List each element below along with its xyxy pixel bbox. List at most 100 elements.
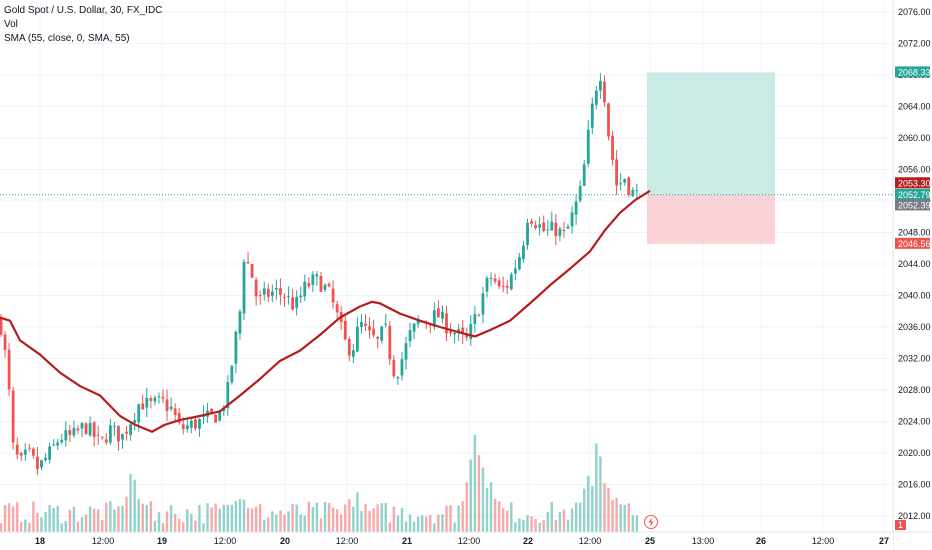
candle-body: [631, 189, 635, 196]
candle-body: [578, 186, 582, 201]
volume-bar: [437, 514, 440, 532]
price-tag-label: 2052.79: [898, 190, 931, 200]
price-tick-label: 2020.00: [898, 448, 931, 458]
volume-bar: [319, 518, 323, 532]
volume-bar: [218, 508, 221, 532]
candle-body: [11, 390, 15, 443]
volume-bar: [226, 504, 229, 532]
time-tick-label: 13:00: [692, 536, 715, 546]
candle-body: [445, 313, 448, 334]
volume-bar: [133, 479, 136, 532]
candle-body: [582, 164, 586, 186]
sma-legend[interactable]: SMA (55, close, 0, SMA, 55): [4, 33, 130, 44]
volume-legend[interactable]: Vol: [4, 19, 18, 30]
volume-bar: [275, 514, 278, 532]
volume-bar: [335, 509, 339, 532]
volume-bar: [493, 498, 497, 532]
time-axis[interactable]: [0, 532, 893, 550]
price-tick-label: 2032.00: [898, 354, 931, 364]
volume-bar: [578, 502, 582, 532]
time-tick-label: 26: [756, 536, 766, 546]
volume-bar: [137, 499, 140, 532]
volume-bar: [80, 517, 84, 532]
candle-body: [554, 222, 558, 237]
volume-bar: [24, 519, 27, 532]
candle-body: [194, 419, 197, 429]
volume-bar: [485, 488, 489, 532]
candle-body: [473, 314, 477, 325]
candle-body: [32, 448, 35, 456]
volume-bar: [48, 504, 51, 532]
candle-body: [133, 420, 137, 424]
candle-body: [457, 329, 461, 333]
candle-body: [453, 332, 456, 335]
volume-bar: [234, 500, 238, 532]
candle-body: [108, 425, 112, 443]
volume-bar: [64, 521, 67, 532]
candle-body: [266, 288, 270, 297]
candle-body: [137, 404, 141, 423]
volume-bar: [453, 522, 456, 532]
candle-body: [56, 442, 60, 446]
candle-body: [437, 308, 440, 318]
candle-body: [307, 283, 311, 287]
volume-bar: [611, 500, 614, 532]
volume-bar: [408, 514, 412, 532]
candle-body: [80, 423, 84, 429]
time-tick-label: 12:00: [336, 536, 359, 546]
candle-body: [125, 431, 128, 434]
volume-bar: [52, 507, 55, 532]
volume-bar: [88, 506, 92, 532]
volume-bar: [125, 496, 128, 532]
candle-body: [157, 396, 161, 398]
volume-bar: [425, 516, 428, 532]
candle-body: [469, 323, 473, 340]
volume-bar: [546, 512, 549, 532]
candle-body: [238, 311, 242, 334]
symbol-title[interactable]: Gold Spot / U.S. Dollar, 30, FX_IDC: [4, 5, 163, 16]
candle-body: [181, 424, 185, 430]
price-tick-label: 2012.00: [898, 511, 931, 521]
price-axis[interactable]: [893, 0, 932, 550]
candle-body: [161, 396, 165, 399]
candle-body: [594, 90, 598, 105]
candle-body: [60, 440, 64, 443]
volume-bar: [92, 508, 96, 532]
candle-body: [477, 315, 481, 317]
volume-bar: [526, 515, 529, 532]
volume-bar: [574, 502, 578, 532]
volume-bar: [550, 501, 553, 532]
candle-body: [84, 423, 88, 434]
volume-bar: [60, 523, 63, 532]
candle-body: [299, 295, 303, 298]
volume-badge: [895, 520, 906, 530]
volume-bar: [182, 522, 185, 532]
price-tick-label: 2064.00: [898, 102, 931, 112]
candle-body: [611, 135, 614, 160]
volume-bar: [627, 503, 630, 532]
profit-zone[interactable]: [647, 72, 775, 195]
candle-body: [254, 279, 258, 297]
volume-bar: [97, 509, 100, 532]
candle-body: [489, 278, 493, 280]
volume-bar: [396, 515, 400, 532]
candle-body: [331, 288, 335, 303]
candle-body: [113, 425, 116, 427]
candle-body: [64, 430, 68, 441]
volume-bar: [56, 505, 59, 532]
candle-body: [92, 422, 96, 437]
candle-body: [129, 424, 132, 436]
candle-body: [404, 343, 408, 360]
candle-body: [230, 365, 234, 383]
loss-zone[interactable]: [647, 194, 775, 244]
volume-bar: [169, 505, 173, 532]
candle-body: [27, 447, 31, 449]
volume-bar: [429, 514, 432, 532]
candle-body: [432, 310, 436, 327]
candle-body: [23, 449, 27, 455]
candle-body: [15, 444, 19, 455]
volume-bar: [615, 497, 618, 532]
candle-body: [635, 190, 639, 192]
